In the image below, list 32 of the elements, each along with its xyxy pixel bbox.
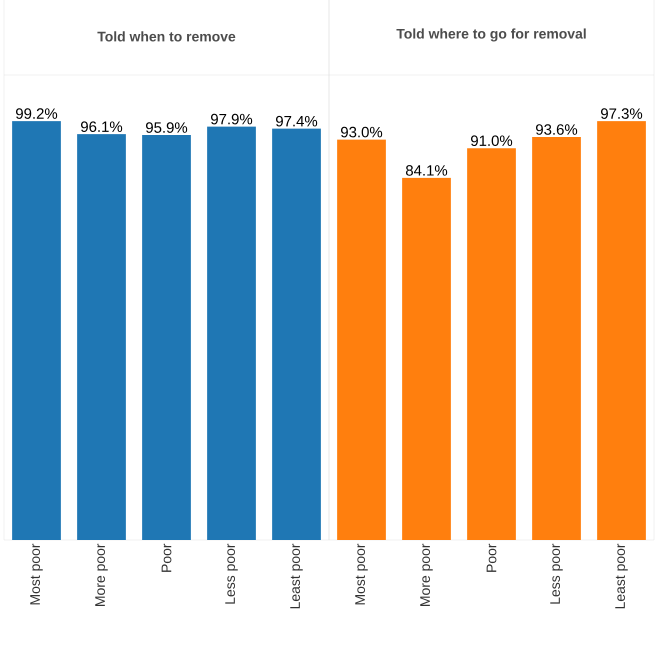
bar (272, 128, 321, 540)
data-label: 96.1% (81, 121, 122, 132)
bar (77, 134, 126, 540)
data-label: 99.2% (16, 108, 58, 119)
x-tick-label: Most poor (355, 544, 368, 604)
chart-title: Told when to remove (97, 31, 236, 42)
bar (402, 178, 451, 540)
bar (532, 137, 581, 540)
bar (12, 121, 61, 540)
bar (597, 121, 646, 540)
data-label: 93.0% (341, 126, 382, 138)
x-tick-label: More poor (420, 544, 433, 606)
x-tick-label: Poor (162, 544, 172, 572)
data-label: 84.1% (406, 165, 448, 176)
x-tick-label: Poor (486, 544, 496, 572)
bar (207, 126, 256, 540)
chart-title: Told where to go for removal (396, 28, 586, 42)
x-tick-label: More poor (95, 544, 108, 606)
bar (142, 135, 191, 540)
data-label: 91.0% (471, 135, 512, 146)
bar (337, 140, 386, 540)
bar (467, 148, 516, 540)
data-label: 97.3% (601, 108, 642, 119)
data-label: 97.9% (211, 114, 252, 124)
x-tick-label: Most poor (30, 544, 43, 604)
data-label: 95.9% (146, 122, 188, 133)
data-label: 93.6% (536, 124, 578, 135)
x-tick-label: Less poor (225, 544, 238, 604)
x-tick-label: Less poor (550, 544, 563, 604)
data-label: 97.4% (276, 116, 318, 126)
x-tick-label: Least poor (290, 544, 303, 608)
x-tick-label: Least poor (615, 544, 628, 608)
